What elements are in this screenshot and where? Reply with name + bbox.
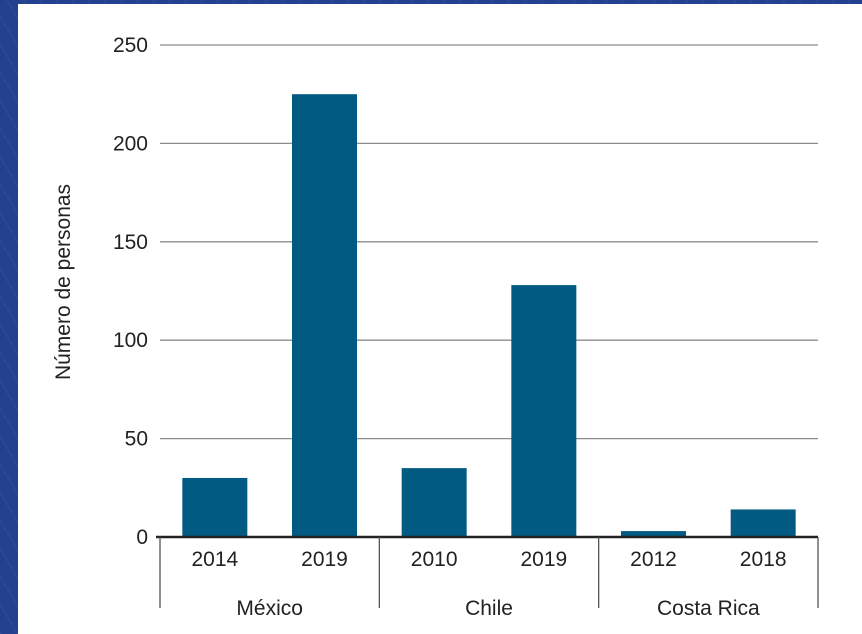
x-tick-label: 2014 <box>191 548 238 571</box>
y-tick-label: 100 <box>113 329 148 352</box>
bar <box>292 94 357 537</box>
x-tick-label: 2018 <box>740 548 787 571</box>
bar <box>401 468 467 537</box>
group-label: México <box>236 597 303 620</box>
y-axis-label: Número de personas <box>52 184 75 380</box>
bar <box>730 509 796 537</box>
x-tick-label: 2012 <box>630 548 677 571</box>
bar <box>182 477 248 537</box>
y-tick-label: 250 <box>113 34 148 57</box>
y-tick-label: 50 <box>125 428 148 451</box>
y-tick-label: 150 <box>113 231 148 254</box>
y-tick-label: 0 <box>136 526 148 549</box>
y-tick-labels: 0 50 100 150 200 250 <box>113 34 148 549</box>
bar <box>621 531 686 537</box>
bar <box>511 285 577 537</box>
x-axis: 2014 2019 México 2010 2019 Chile 2012 2018 Costa… <box>156 535 819 620</box>
x-tick-label: 2019 <box>520 548 567 571</box>
group-label: Costa Rica <box>657 597 760 620</box>
x-tick-label: 2010 <box>411 548 458 571</box>
bars <box>182 94 796 537</box>
gridlines <box>160 44 818 440</box>
y-tick-label: 200 <box>113 132 148 155</box>
x-tick-label: 2019 <box>301 548 348 571</box>
group-label: Chile <box>465 597 513 620</box>
